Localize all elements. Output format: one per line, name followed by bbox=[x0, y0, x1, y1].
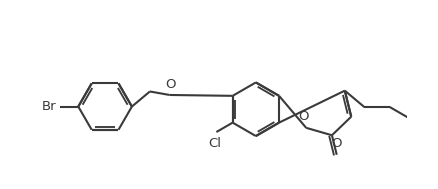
Text: O: O bbox=[166, 78, 176, 91]
Text: Br: Br bbox=[42, 100, 57, 113]
Text: Cl: Cl bbox=[208, 137, 222, 150]
Text: O: O bbox=[332, 137, 342, 150]
Text: O: O bbox=[298, 110, 309, 123]
